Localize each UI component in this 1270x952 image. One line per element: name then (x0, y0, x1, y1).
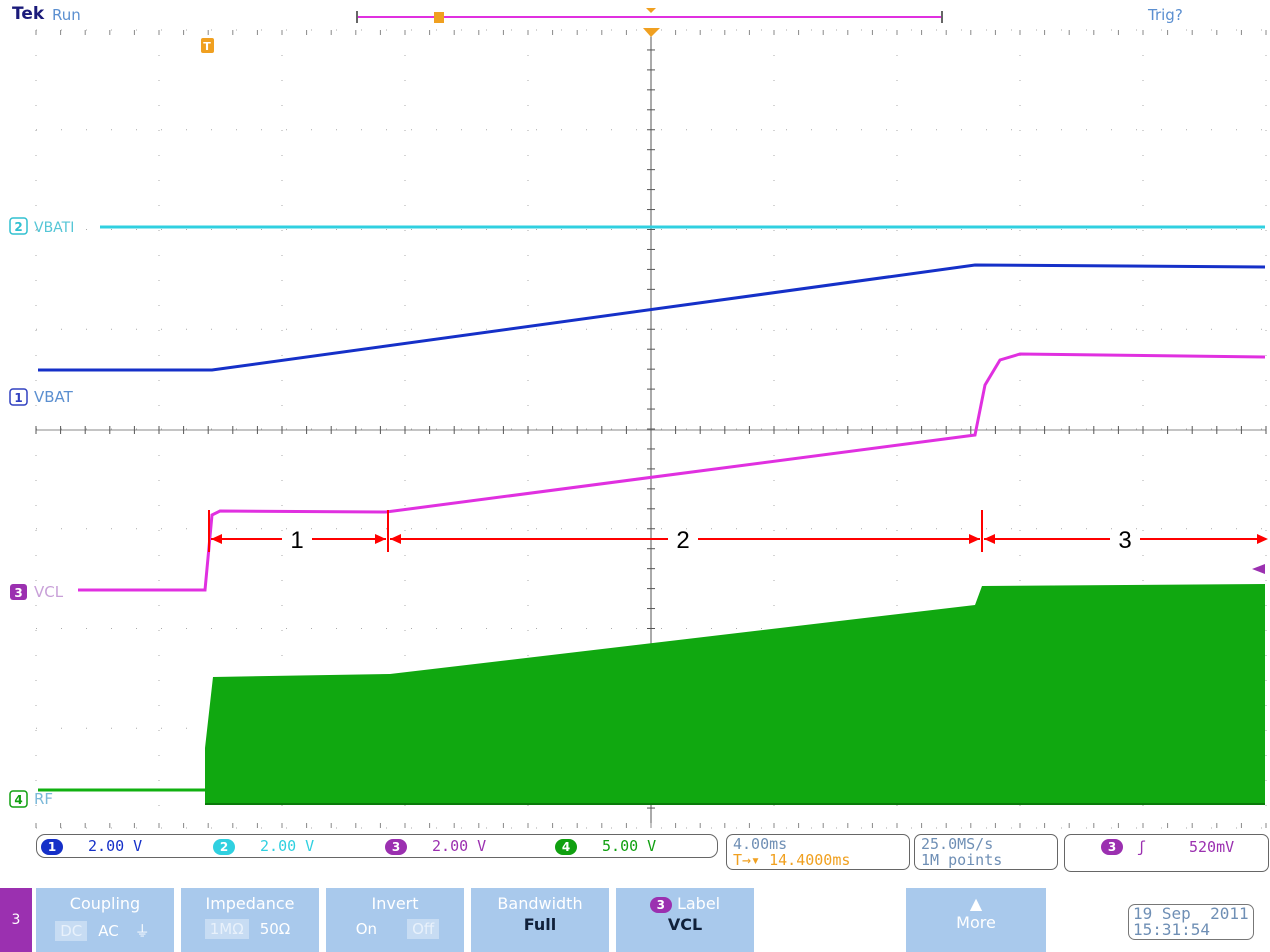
ground-icon[interactable]: ⏚ (134, 922, 150, 940)
ch3-waveform (78, 352, 1266, 592)
ch2-label: VBATI (34, 220, 74, 236)
trigger-level: 520mV (1189, 838, 1235, 856)
coupling-button[interactable]: Coupling DC AC ⏚ (36, 888, 174, 952)
ch4-marker[interactable]: 4 RF (9, 790, 53, 808)
trigger-level-icon (1252, 564, 1265, 574)
ch1-readout[interactable]: 1 2.00 V (41, 837, 142, 855)
time-text: 15:31:54 (1133, 920, 1211, 939)
timebase-readout[interactable]: 4.00ms T→▾ 14.4000ms (726, 834, 910, 870)
trigger-offset-icon: T→▾ (733, 851, 770, 869)
trigger-time-icon (201, 38, 214, 53)
more-label: More (956, 913, 996, 932)
ch4-label: RF (34, 790, 53, 808)
record-window-marker (434, 12, 444, 23)
channel-readouts: 1 2.00 V 2 2.00 V 3 2.00 V 4 5.00 V (36, 834, 718, 858)
menu-channel-tab: 3 (0, 888, 32, 952)
sample-rate: 25.0MS/s (921, 835, 994, 853)
bandwidth-value: Full (523, 915, 557, 934)
up-arrow-icon: ▲ (969, 894, 983, 913)
label-button-text: Label (676, 894, 721, 913)
rising-edge-icon: ʃ (1137, 838, 1147, 856)
record-length: 1M points (921, 851, 1003, 869)
svg-text:2: 2 (14, 220, 22, 234)
bandwidth-label: Bandwidth (497, 894, 583, 913)
timebase-position: 14.4000ms (769, 851, 851, 869)
ch3-label: VCL (34, 583, 64, 601)
svg-text:4: 4 (14, 793, 22, 807)
label-value: VCL (667, 915, 703, 934)
date-text: 19 Sep 2011 (1133, 904, 1249, 923)
record-view-bar[interactable] (356, 8, 943, 23)
impedance-button[interactable]: Impedance 1MΩ 50Ω (181, 888, 319, 952)
ch2-readout[interactable]: 2 2.00 V (213, 837, 314, 855)
ch4-readout[interactable]: 4 5.00 V (555, 837, 656, 855)
ch1-label: VBAT (34, 388, 74, 406)
trigger-source-badge: 3 (1101, 839, 1123, 855)
impedance-50-option[interactable]: 50Ω (259, 920, 291, 938)
coupling-dc-option[interactable]: DC (55, 921, 88, 941)
ch3-readout[interactable]: 3 2.00 V (385, 837, 486, 855)
impedance-1m-option[interactable]: 1MΩ (204, 919, 249, 939)
label-button[interactable]: 3 Label VCL (616, 888, 754, 952)
timebase-scale: 4.00ms (733, 835, 788, 853)
region-label-3: 3 (1118, 527, 1131, 554)
trigger-position-icon (643, 28, 660, 37)
more-button[interactable]: ▲ More (906, 888, 1046, 952)
region-annotations: 1 2 3 (208, 510, 1268, 554)
ch2-marker[interactable]: 2 VBATI (9, 217, 74, 236)
region-label-1: 1 (290, 527, 303, 554)
acquisition-readout[interactable]: 25.0MS/s 1M points (914, 834, 1058, 870)
bandwidth-button[interactable]: Bandwidth Full (471, 888, 609, 952)
trigger-readout[interactable]: 3 ʃ 520mV (1064, 834, 1269, 872)
datetime-display: 19 Sep 2011 15:31:54 (1128, 904, 1254, 940)
brand-logo: Tek (12, 4, 45, 24)
ch3-marker[interactable]: 3 VCL (10, 583, 64, 601)
ch1-waveform (38, 263, 1266, 372)
svg-text:T: T (203, 40, 211, 53)
svg-text:1: 1 (14, 391, 22, 405)
invert-off-option[interactable]: Off (407, 919, 440, 939)
trigger-status: Trig? (1148, 6, 1183, 24)
status-bar: Tek Run Trig? (0, 0, 1270, 28)
acquisition-status: Run (52, 6, 81, 24)
coupling-ac-option[interactable]: AC (98, 922, 119, 940)
invert-on-option[interactable]: On (355, 920, 378, 938)
region-label-2: 2 (676, 527, 689, 554)
svg-text:3: 3 (14, 586, 22, 600)
ch4-waveform (38, 584, 1265, 805)
invert-button[interactable]: Invert On Off (326, 888, 464, 952)
ch1-marker[interactable]: 1 VBAT (9, 388, 74, 406)
waveform-display[interactable]: T 1 2 3 2 VBATI 1 (0, 0, 1270, 830)
